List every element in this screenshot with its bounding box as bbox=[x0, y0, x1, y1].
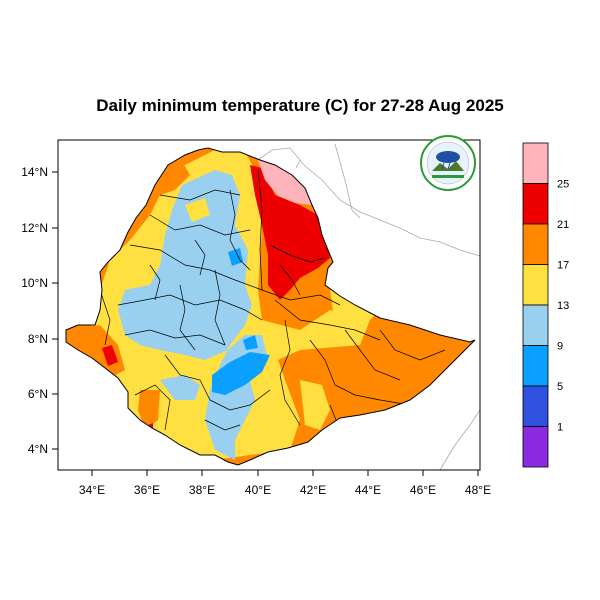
lon-tick-label: 48°E bbox=[465, 483, 491, 497]
colorbar-label: 25 bbox=[557, 179, 569, 191]
neighbor-borders bbox=[257, 143, 481, 471]
lat-tick-label: 14°N bbox=[21, 165, 48, 179]
colorbar-label: 13 bbox=[557, 300, 569, 312]
map-frame bbox=[57, 139, 481, 471]
colorbar-label: 5 bbox=[557, 381, 563, 393]
ethiopian-meteorology-institute-logo bbox=[420, 135, 476, 191]
colorbar-segment bbox=[522, 223, 549, 265]
colorbar-segment bbox=[522, 264, 549, 306]
colorbar-segment bbox=[522, 183, 549, 225]
colorbar-label: 17 bbox=[557, 260, 569, 272]
lat-tick-label: 12°N bbox=[21, 221, 48, 235]
lat-tick-label: 6°N bbox=[28, 387, 48, 401]
colorbar-segment bbox=[522, 304, 549, 346]
ethiopia-outline bbox=[65, 147, 476, 466]
colorbar-segment bbox=[522, 385, 549, 427]
lon-tick-label: 38°E bbox=[189, 483, 215, 497]
admin-borders bbox=[99, 169, 446, 441]
colorbar-label: 9 bbox=[557, 341, 563, 353]
lon-tick-label: 46°E bbox=[410, 483, 436, 497]
lon-tick-label: 34°E bbox=[79, 483, 105, 497]
colorbar-label: 1 bbox=[557, 422, 563, 434]
colorbar-segment bbox=[522, 426, 549, 468]
lat-tick-label: 10°N bbox=[21, 276, 48, 290]
lon-tick-label: 42°E bbox=[300, 483, 326, 497]
lat-tick-label: 8°N bbox=[28, 332, 48, 346]
colorbar-segment bbox=[522, 142, 549, 184]
lon-tick-label: 40°E bbox=[245, 483, 271, 497]
colorbar: 25 21 17 13 9 5 1 bbox=[522, 142, 569, 468]
lon-axis: 34°E 36°E 38°E 40°E 42°E 44°E 46°E 48°E bbox=[79, 470, 491, 497]
lon-tick-label: 36°E bbox=[134, 483, 160, 497]
map-title: Daily minimum temperature (C) for 27-28 … bbox=[96, 96, 504, 115]
lat-tick-label: 4°N bbox=[28, 442, 48, 456]
lon-tick-label: 44°E bbox=[355, 483, 381, 497]
lat-axis: 14°N 12°N 10°N 8°N 6°N 4°N bbox=[21, 165, 58, 456]
colorbar-segment bbox=[522, 345, 549, 387]
colorbar-label: 21 bbox=[557, 219, 569, 231]
